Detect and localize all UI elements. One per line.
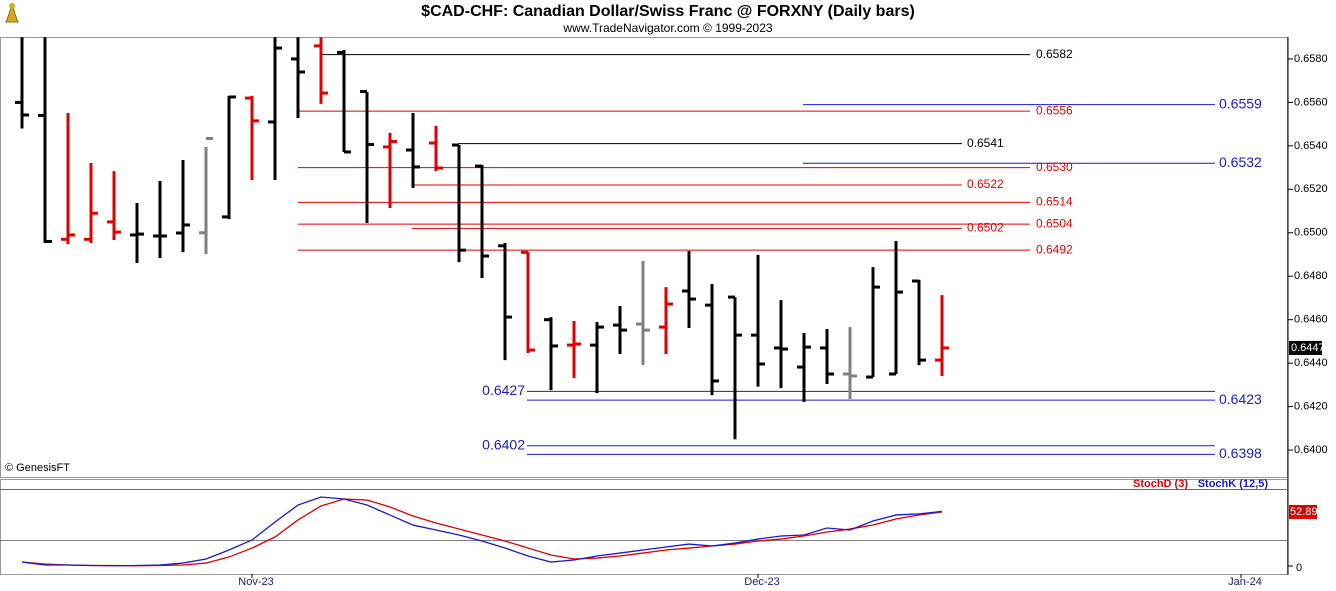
legend-label: StochK (12,5) bbox=[1198, 478, 1269, 490]
level-label: 0.6398 bbox=[1219, 445, 1262, 461]
chart-subtitle: www.TradeNavigator.com © 1999-2023 bbox=[562, 21, 772, 35]
y-tick-label: 0.6520 bbox=[1294, 183, 1328, 195]
chart-title: $CAD-CHF: Canadian Dollar/Swiss Franc @ … bbox=[421, 3, 915, 20]
stoch-line bbox=[21, 498, 943, 567]
x-tick-label: Nov-23 bbox=[238, 576, 273, 588]
level-label: 0.6530 bbox=[1036, 160, 1073, 174]
level-label: 0.6492 bbox=[1036, 242, 1073, 256]
y-tick-label: 0.6560 bbox=[1294, 96, 1328, 108]
level-label: 0.6556 bbox=[1036, 103, 1073, 117]
level-label: 0.6423 bbox=[1219, 391, 1262, 407]
level-label: 0.6522 bbox=[967, 177, 1004, 191]
y-tick-label: 0.6460 bbox=[1294, 314, 1328, 326]
level-label: 0.6514 bbox=[1036, 195, 1073, 209]
y-tick-label: 0.6400 bbox=[1294, 444, 1328, 456]
stoch-line bbox=[21, 496, 943, 567]
level-label: 0.6532 bbox=[1219, 154, 1262, 170]
price-tag bbox=[1289, 340, 1322, 355]
logo bbox=[5, 2, 19, 23]
level-label: 0.6582 bbox=[1036, 47, 1073, 61]
y-tick-label: 0.6440 bbox=[1294, 357, 1328, 369]
y-tick-label: 0.6480 bbox=[1294, 270, 1328, 282]
y-tick-label: 0.6540 bbox=[1294, 140, 1328, 152]
level-label: 0.6427 bbox=[482, 382, 525, 398]
legend-label: StochD (3) bbox=[1133, 478, 1188, 490]
value-tag bbox=[1289, 505, 1317, 520]
value-tag-label: 52.89 bbox=[1290, 506, 1318, 518]
level-label: 0.6541 bbox=[967, 136, 1004, 150]
x-tick-label: Jan-24 bbox=[1228, 576, 1262, 588]
level-label: 0.6504 bbox=[1036, 216, 1073, 230]
price-tag-label: 0.6447 bbox=[1291, 342, 1325, 354]
y-tick-label: 0.6420 bbox=[1294, 401, 1328, 413]
credit: © GenesisFT bbox=[5, 462, 70, 474]
y-tick-label: 0.6500 bbox=[1294, 227, 1328, 239]
level-label: 0.6559 bbox=[1219, 95, 1262, 111]
level-label: 0.6402 bbox=[482, 436, 525, 452]
y-tick-label: 0 bbox=[1296, 562, 1302, 574]
level-label: 0.6502 bbox=[967, 221, 1004, 235]
x-tick-label: Dec-23 bbox=[744, 576, 779, 588]
y-tick-label: 0.6580 bbox=[1294, 53, 1328, 65]
